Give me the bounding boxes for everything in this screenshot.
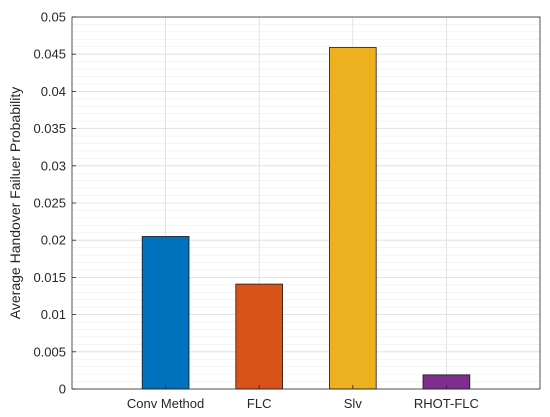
x-tick-label: RHOT-FLC — [414, 396, 479, 411]
y-tick-label: 0.015 — [33, 270, 66, 285]
y-tick-label: 0.045 — [33, 47, 66, 62]
y-tick-label: 0.03 — [41, 158, 66, 173]
y-tick-label: 0.05 — [41, 10, 66, 25]
x-ticks: Conv Method FLC Slv RHOT-FLC — [127, 385, 479, 411]
y-tick-label: 0 — [59, 382, 66, 397]
bar-flc — [235, 283, 284, 390]
y-tick-label: 0.02 — [41, 233, 66, 248]
bars — [141, 47, 471, 390]
y-tick-label: 0.04 — [41, 84, 66, 99]
y-tick-label: 0.01 — [41, 307, 66, 322]
x-tick-label: Slv — [344, 396, 363, 411]
y-axis-title: Average Handover Failuer Probability — [7, 87, 23, 319]
y-tick-label: 0.025 — [33, 196, 66, 211]
bar-conv-method — [141, 236, 190, 390]
x-tick-label: FLC — [247, 396, 272, 411]
bar-slv — [328, 47, 377, 390]
y-ticks: 0 0.005 0.01 0.015 0.02 0.025 0.03 0.035 0.04 0.0… — [33, 10, 76, 397]
x-tick-label: Conv Method — [127, 396, 204, 411]
y-tick-label: 0.005 — [33, 344, 66, 359]
y-tick-label: 0.035 — [33, 121, 66, 136]
